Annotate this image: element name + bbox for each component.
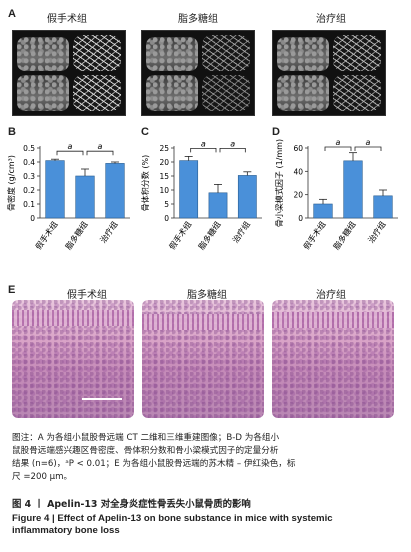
chart-c-ytick-label: 10	[159, 186, 169, 195]
panel-c-letter: C	[141, 126, 149, 138]
chart-d-category-label: 假手术组	[301, 219, 328, 251]
chart-c-ytick-label: 15	[159, 172, 169, 181]
scale-bar	[82, 398, 122, 400]
panel-e-title-sham: 假手术组	[67, 290, 107, 301]
figure-title-en: Figure 4 | Effect of Apelin-13 on bone s…	[12, 513, 404, 537]
chart-c-sig-marker: a	[230, 139, 235, 148]
caption-line-4: 尺 =200 μm。	[12, 472, 73, 482]
figure-title-en-line-2: inflammatory bone loss	[12, 525, 120, 536]
chart-c-ylabel: 骨体积分数 (%)	[140, 155, 150, 211]
chart-b-sig-marker: a	[98, 142, 103, 151]
chart-d-sig-marker: a	[336, 138, 341, 147]
he-stain-lps	[142, 300, 264, 418]
chart-d-sig-bracket	[354, 146, 382, 151]
panel-d-letter: D	[272, 126, 280, 138]
chart-b-bar	[75, 175, 95, 219]
panel-a-title-treat: 治疗组	[316, 14, 346, 25]
chart-trabecular-pattern-factor: 骨小梁模式因子 (1/mm) 0 20 40 60 假手术组 脂多糖组 治疗组 a a	[274, 138, 398, 251]
he-stain-treat	[272, 300, 394, 418]
chart-d-sig-bracket	[324, 146, 352, 151]
panel-b-letter: B	[8, 126, 16, 138]
chart-b-category-label: 假手术组	[33, 219, 60, 251]
chart-d-ytick-label: 60	[293, 144, 303, 153]
caption-line-2: 鼠股骨远端感兴趣区骨密度、骨体积分数和骨小梁模式因子的定量分析	[12, 446, 279, 456]
chart-c-bar	[237, 175, 257, 219]
chart-c-bar	[179, 160, 199, 219]
panel-e-title-treat: 治疗组	[316, 290, 346, 301]
chart-b-ytick-label: 0.2	[23, 186, 35, 195]
chart-c-ytick-label: 20	[159, 158, 169, 167]
chart-d-bar	[373, 195, 393, 219]
chart-c-sig-bracket	[219, 148, 246, 153]
chart-c-ytick-label: 0	[164, 214, 169, 223]
chart-d-ytick-label: 40	[293, 167, 303, 176]
panel-e-letter: E	[8, 284, 16, 296]
chart-d-sig-marker: a	[366, 138, 371, 147]
chart-b-ytick-label: 0.5	[23, 144, 35, 153]
figure-title-en-line-1: Figure 4 | Effect of Apelin-13 on bone s…	[12, 513, 333, 524]
ct-image-lps	[141, 30, 255, 116]
chart-d-ylabel: 骨小梁模式因子 (1/mm)	[274, 139, 284, 227]
chart-b-bar	[45, 160, 65, 219]
chart-b-ytick-label: 0.1	[23, 200, 35, 209]
chart-bone-density: 骨密度 (g/cm³) 0 0.1 0.2 0.3 0.4 0.5 假手术组 脂多糖组 治疗组 a a	[6, 142, 130, 251]
chart-c-sig-marker: a	[201, 139, 206, 148]
chart-c-category-label: 治疗组	[230, 219, 252, 244]
chart-b-category-label: 治疗组	[98, 219, 120, 244]
chart-b-ytick-label: 0.4	[23, 158, 35, 167]
chart-c-ytick-label: 25	[159, 144, 169, 153]
chart-d-category-label: 治疗组	[366, 219, 388, 244]
ct-image-sham	[12, 30, 126, 116]
ct-image-treat	[272, 30, 386, 116]
chart-d-ytick-label: 20	[293, 191, 303, 200]
he-stain-sham	[12, 300, 134, 418]
chart-d-bar	[343, 160, 363, 219]
chart-c-category-label: 假手术组	[167, 219, 194, 251]
panel-a-title-lps: 脂多糖组	[178, 14, 218, 25]
chart-b-sig-bracket	[86, 150, 114, 156]
chart-c-sig-bracket	[190, 148, 217, 153]
chart-d-category-label: 脂多糖组	[331, 219, 358, 251]
chart-b-bar	[105, 163, 125, 219]
chart-b-ytick-label: 0	[30, 214, 35, 223]
chart-d-ytick-label: 0	[298, 214, 303, 223]
chart-b-ytick-label: 0.3	[23, 172, 35, 181]
chart-b-sig-marker: a	[68, 142, 73, 151]
figure-caption: 图注：A 为各组小鼠股骨远端 CT 二维和三维重建图像；B-D 为各组小 鼠股骨…	[12, 432, 404, 484]
caption-line-3: 结果 (n=6)，ᵃP < 0.01；E 为各组小鼠股骨远端的苏木精 – 伊红染…	[12, 459, 296, 469]
chart-b-category-label: 脂多糖组	[63, 219, 90, 251]
chart-b-ylabel: 骨密度 (g/cm³)	[6, 155, 16, 211]
chart-c-category-label: 脂多糖组	[196, 219, 223, 251]
panel-a-letter: A	[8, 8, 16, 20]
chart-c-bar	[208, 192, 228, 219]
chart-c-ytick-label: 5	[164, 200, 169, 209]
chart-bone-volume-fraction: 骨体积分数 (%) 0 5 10 15 20 25 假手术组 脂多糖组 治疗组 a a	[140, 139, 262, 251]
chart-d-bar	[313, 203, 333, 219]
panel-a-title-sham: 假手术组	[47, 14, 87, 25]
caption-line-1: 图注：A 为各组小鼠股骨远端 CT 二维和三维重建图像；B-D 为各组小	[12, 433, 280, 443]
chart-b-sig-bracket	[56, 150, 84, 156]
figure-title-cn: 图 4 丨 Apelin-13 对全身炎症性骨丢失小鼠骨质的影响	[12, 499, 251, 510]
panel-e-title-lps: 脂多糖组	[187, 290, 227, 301]
